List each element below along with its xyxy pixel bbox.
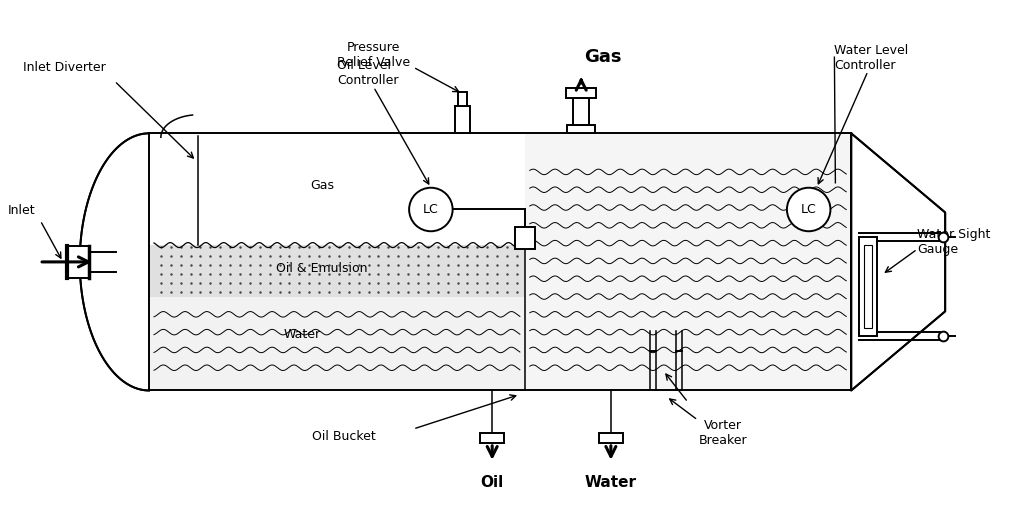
- Text: LC: LC: [801, 203, 816, 216]
- Bar: [525, 133, 851, 390]
- Bar: [67, 246, 89, 278]
- Text: Gas: Gas: [584, 48, 622, 66]
- Text: Gas: Gas: [310, 179, 334, 192]
- Text: Water: Water: [283, 328, 321, 341]
- Bar: [568, 125, 595, 133]
- Text: Pressure
Relief Valve: Pressure Relief Valve: [337, 42, 410, 69]
- Text: Oil: Oil: [481, 475, 503, 490]
- Text: Oil & Emulsion: Oil & Emulsion: [276, 262, 368, 275]
- Bar: [480, 433, 504, 443]
- Bar: [149, 133, 851, 390]
- Text: Water Sight
Gauge: Water Sight Gauge: [917, 228, 990, 256]
- Text: Oil Bucket: Oil Bucket: [312, 430, 376, 444]
- Bar: [859, 237, 877, 336]
- Bar: [574, 98, 589, 125]
- Text: Inlet: Inlet: [7, 204, 36, 217]
- Polygon shape: [851, 133, 946, 390]
- Bar: [454, 105, 471, 133]
- Text: Oil Level
Controller: Oil Level Controller: [337, 59, 398, 87]
- Text: Water: Water: [585, 475, 637, 490]
- Bar: [599, 433, 623, 443]
- Bar: [458, 92, 468, 105]
- Text: Vorter
Breaker: Vorter Breaker: [698, 419, 747, 447]
- Bar: [149, 297, 525, 390]
- Text: Inlet Diverter: Inlet Diverter: [23, 60, 106, 74]
- Bar: [567, 88, 596, 98]
- Bar: [515, 227, 535, 249]
- Bar: [864, 245, 872, 328]
- Text: Water Level
Controller: Water Level Controller: [835, 44, 909, 73]
- Polygon shape: [79, 133, 149, 390]
- Circle shape: [787, 188, 830, 231]
- Bar: [149, 245, 525, 297]
- Text: LC: LC: [423, 203, 439, 216]
- Circle shape: [409, 188, 452, 231]
